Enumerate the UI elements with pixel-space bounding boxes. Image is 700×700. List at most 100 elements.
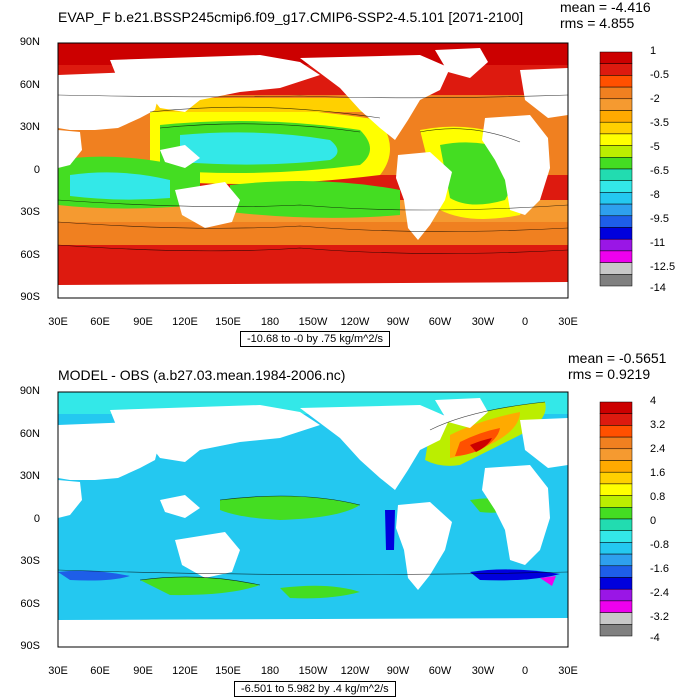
bottom-colorbar-swatch <box>599 413 633 426</box>
top-colorbar-swatch <box>599 75 633 88</box>
top-lat-label: 0 <box>33 164 40 176</box>
top-colorbar-swatch <box>599 180 633 193</box>
top-colorbar-swatch <box>599 51 633 64</box>
bottom-map-title: MODEL - OBS (a.b27.03.mean.1984-2006.nc) <box>58 367 346 383</box>
top-colorbar-swatch <box>599 227 633 240</box>
top-lon-label: 150E <box>215 316 241 328</box>
bottom-colorbar-swatch <box>599 471 633 485</box>
top-lat-label: 30N <box>19 121 40 133</box>
top-lon-label: 30W <box>471 316 495 328</box>
bottom-lon-label: 120E <box>172 665 198 677</box>
top-lon-label: 30E <box>48 316 68 328</box>
top-colorbar-label: -5 <box>650 141 660 153</box>
top-colorbar-swatch <box>599 250 633 263</box>
top-map-svg <box>57 42 633 299</box>
bottom-colorbar-swatch <box>599 448 633 461</box>
top-lon-label: 120E <box>172 316 198 328</box>
top-colorbar-swatch <box>599 192 633 205</box>
top-lon-label: 180 <box>260 316 280 328</box>
top-lon-label: 0 <box>521 316 529 328</box>
bottom-lon-label: 150E <box>215 665 241 677</box>
top-lat-label: 60S <box>20 249 40 261</box>
top-colorbar-swatch <box>599 215 633 228</box>
bottom-range-box: -6.501 to 5.982 by .4 kg/m^2/s <box>234 681 396 697</box>
top-lon-label: 60W <box>428 316 452 328</box>
bottom-lon-label: 180 <box>260 665 280 677</box>
bottom-lat-label: 90S <box>20 640 40 652</box>
top-colorbar-swatch <box>599 110 633 123</box>
bottom-colorbar-label: 2.4 <box>650 443 666 455</box>
bottom-colorbar-swatch <box>599 401 633 414</box>
top-colorbar-swatch <box>599 86 633 100</box>
bottom-colorbar-swatch <box>599 530 633 543</box>
top-colorbar-swatch <box>599 121 633 135</box>
top-colorbar-swatch <box>599 274 633 287</box>
top-colorbar-label: -6.5 <box>650 165 669 177</box>
top-lon-label: 60E <box>90 316 110 328</box>
bottom-colorbar-label: 3.2 <box>650 419 666 431</box>
bottom-colorbar-swatch <box>599 553 633 567</box>
top-lat-label: 30S <box>20 206 40 218</box>
top-colorbar <box>599 51 633 287</box>
top-colorbar-label: -11 <box>650 237 666 249</box>
bottom-lon-label: 60W <box>428 665 452 677</box>
top-colorbar-label: -9.5 <box>650 213 669 225</box>
top-lat-label: 60N <box>19 79 40 91</box>
bottom-map-panel: MODEL - OBS (a.b27.03.mean.1984-2006.nc)… <box>0 350 700 700</box>
top-colorbar-swatch <box>599 168 633 181</box>
bottom-colorbar-label: -0.8 <box>650 539 669 551</box>
bottom-map-svg <box>57 391 633 648</box>
bottom-lat-label: 60S <box>20 598 40 610</box>
bottom-lon-label: 30E <box>558 665 578 677</box>
bottom-lon-label: 150W <box>298 665 328 677</box>
bottom-lon-label: 0 <box>521 665 529 677</box>
top-colorbar-label: -3.5 <box>650 117 669 129</box>
bottom-colorbar-swatch <box>599 542 633 555</box>
bottom-colorbar-swatch <box>599 436 633 450</box>
top-range-box: -10.68 to -0 by .75 kg/m^2/s <box>240 331 391 347</box>
bottom-colorbar-swatch <box>599 588 633 602</box>
bottom-mean-label: mean = -0.5651 <box>568 350 667 366</box>
bottom-colorbar <box>599 401 633 637</box>
top-colorbar-swatch <box>599 262 633 275</box>
top-colorbar-label: -0.5 <box>650 69 669 81</box>
bottom-colorbar-swatch <box>599 495 633 508</box>
top-lat-label: 90N <box>19 36 40 48</box>
bottom-colorbar-swatch <box>599 600 633 613</box>
bottom-lon-label: 120W <box>340 665 370 677</box>
top-lon-label: 150W <box>298 316 328 328</box>
bottom-colorbar-label: -1.6 <box>650 563 669 575</box>
bottom-map-frame <box>57 391 569 648</box>
top-colorbar-swatch <box>599 63 633 76</box>
bottom-colorbar-label: 0.8 <box>650 491 666 503</box>
top-colorbar-label: 1 <box>650 45 657 57</box>
top-colorbar-label: -8 <box>650 189 660 201</box>
bottom-lat-label: 30S <box>20 555 40 567</box>
top-lon-label: 30E <box>558 316 578 328</box>
bottom-lat-label: 0 <box>33 513 40 525</box>
top-lon-label: 90W <box>386 316 410 328</box>
top-colorbar-label: -14 <box>650 282 666 294</box>
top-map-panel: EVAP_F b.e21.BSSP245cmip6.f09_g17.CMIP6-… <box>19 0 675 347</box>
bottom-colorbar-swatch <box>599 425 633 438</box>
bottom-lon-label: 60E <box>90 665 110 677</box>
top-lon-label: 90E <box>133 316 153 328</box>
bottom-colorbar-swatch <box>599 518 633 531</box>
bottom-colorbar-swatch <box>599 460 633 473</box>
top-colorbar-swatch <box>599 157 633 170</box>
top-map-field <box>58 43 568 298</box>
top-colorbar-swatch <box>599 145 633 158</box>
top-lon-label: 120W <box>340 316 370 328</box>
bottom-lon-label: 90W <box>386 665 410 677</box>
bottom-lon-label: 30E <box>48 665 68 677</box>
top-map-title: EVAP_F b.e21.BSSP245cmip6.f09_g17.CMIP6-… <box>58 9 524 25</box>
bottom-colorbar-swatch <box>599 624 633 637</box>
top-colorbar-swatch <box>599 98 633 111</box>
bottom-colorbar-swatch <box>599 565 633 578</box>
bottom-lat-label: 30N <box>19 470 40 482</box>
bottom-map-field <box>58 392 568 647</box>
top-mean-label: mean = -4.416 <box>560 0 651 15</box>
bottom-colorbar-label: -3.2 <box>650 611 669 623</box>
bottom-colorbar-label: 0 <box>650 515 657 527</box>
bottom-lon-label: 30W <box>471 665 495 677</box>
